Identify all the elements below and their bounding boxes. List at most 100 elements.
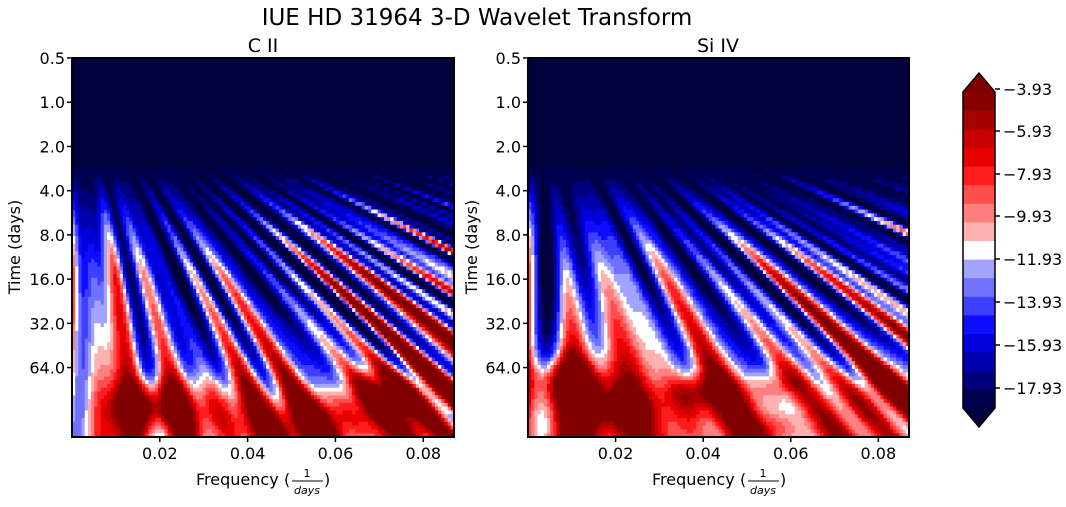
heatmap-cell <box>393 167 398 173</box>
heatmap-cell <box>247 73 251 78</box>
heatmap-cell <box>333 95 337 101</box>
heatmap-cell <box>447 137 452 142</box>
heatmap-cell <box>361 107 366 112</box>
heatmap-cell <box>100 73 105 78</box>
heatmap-cell <box>298 107 302 112</box>
heatmap-cell <box>409 156 414 161</box>
heatmap-cell <box>119 167 124 173</box>
heatmap-cell <box>154 137 159 142</box>
heatmap-cell <box>189 95 194 101</box>
heatmap-cell <box>374 69 379 74</box>
heatmap-cell <box>342 88 347 93</box>
heatmap-cell <box>275 164 280 169</box>
heatmap-cell <box>304 148 309 154</box>
heatmap-cell <box>170 152 175 158</box>
heatmap-cell <box>199 92 204 97</box>
heatmap-cell <box>107 95 111 101</box>
heatmap-cell <box>317 107 321 112</box>
heatmap-cell <box>164 73 169 78</box>
heatmap-cell <box>275 160 280 165</box>
heatmap-cell <box>91 141 95 146</box>
heatmap-cell <box>84 145 89 150</box>
heatmap-cell <box>177 148 181 154</box>
heatmap-cell <box>307 179 312 184</box>
heatmap-cell <box>387 76 391 82</box>
heatmap-cell <box>132 122 137 127</box>
heatmap-cell <box>431 126 436 131</box>
heatmap-cell <box>409 80 414 86</box>
heatmap-cell <box>253 69 258 74</box>
heatmap-cell <box>345 95 350 101</box>
heatmap-cell <box>240 179 245 184</box>
heatmap-cell <box>406 148 411 154</box>
heatmap-cell <box>282 84 286 89</box>
heatmap-cell <box>180 167 185 173</box>
heatmap-cell <box>256 122 261 127</box>
heatmap-cell <box>450 122 454 127</box>
heatmap-cell <box>326 80 331 86</box>
heatmap-cell <box>151 141 156 146</box>
heatmap-cell <box>368 126 372 131</box>
heatmap-cell <box>313 84 318 89</box>
heatmap-cell <box>361 84 366 89</box>
heatmap-cell <box>126 88 130 93</box>
heatmap-cell <box>298 160 302 165</box>
heatmap-cell <box>431 103 436 108</box>
heatmap-cell <box>380 160 385 165</box>
heatmap-cell <box>438 145 442 150</box>
heatmap-cell <box>110 160 114 165</box>
heatmap-cell <box>215 133 220 139</box>
heatmap-cell <box>450 76 454 82</box>
heatmap-cell <box>183 171 188 177</box>
heatmap-cell <box>313 111 318 116</box>
heatmap-cell <box>170 122 175 127</box>
heatmap-cell <box>259 145 264 150</box>
heatmap-cell <box>167 84 172 89</box>
heatmap-cell <box>431 171 436 177</box>
heatmap-cell <box>387 152 391 158</box>
heatmap-cell <box>78 152 83 158</box>
heatmap-cell <box>87 61 92 67</box>
heatmap-cell <box>142 156 146 161</box>
heatmap-cell <box>342 137 347 142</box>
heatmap-cell <box>259 148 264 154</box>
heatmap-cell <box>145 122 149 127</box>
heatmap-cell <box>161 99 165 105</box>
heatmap-cell <box>278 118 283 124</box>
heatmap-cell <box>355 137 360 142</box>
heatmap-cell <box>269 99 274 105</box>
heatmap-cell <box>132 152 137 158</box>
heatmap-cell <box>253 99 258 105</box>
heatmap-cell <box>183 84 188 89</box>
heatmap-cell <box>450 114 454 120</box>
heatmap-cell <box>218 69 223 74</box>
heatmap-cell <box>221 145 226 150</box>
heatmap-cell <box>113 160 118 165</box>
heatmap-cell <box>422 130 426 135</box>
heatmap-cell <box>256 171 261 177</box>
heatmap-cell <box>399 133 404 139</box>
heatmap-cell <box>301 65 305 70</box>
heatmap-cell <box>91 148 95 154</box>
heatmap-cell <box>237 148 242 154</box>
heatmap-cell <box>383 107 388 112</box>
heatmap-cell <box>428 76 433 82</box>
heatmap-cell <box>218 156 223 161</box>
heatmap-cell <box>409 175 414 180</box>
heatmap-cell <box>186 84 191 89</box>
heatmap-cell <box>336 122 340 127</box>
heatmap-cell <box>164 95 169 101</box>
heatmap-cell <box>301 175 305 180</box>
heatmap-cell <box>447 111 452 116</box>
heatmap-cell <box>253 167 258 173</box>
heatmap-cell <box>212 133 216 139</box>
heatmap-cell <box>212 69 216 74</box>
heatmap-cell <box>393 183 398 188</box>
heatmap-cell <box>406 152 411 158</box>
heatmap-cell <box>304 164 309 169</box>
heatmap-cell <box>183 61 188 67</box>
heatmap-cell <box>301 95 305 101</box>
heatmap-cell <box>371 80 376 86</box>
heatmap-cell <box>183 103 188 108</box>
heatmap-cell <box>285 92 290 97</box>
